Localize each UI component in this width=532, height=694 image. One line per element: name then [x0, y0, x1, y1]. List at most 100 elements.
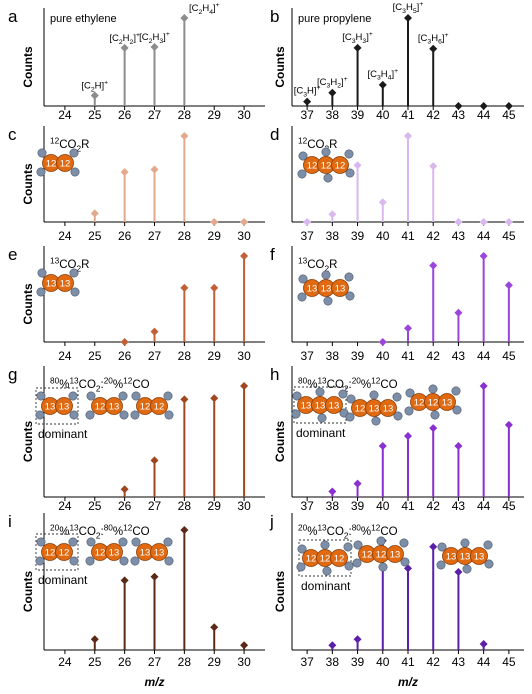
carbon-atom	[470, 547, 488, 565]
fragment-label: [C2H2]+	[109, 32, 140, 46]
hydrogen-atom	[69, 148, 79, 158]
y-axis-label: Counts	[21, 421, 35, 463]
x-tick-label: 26	[118, 655, 132, 669]
carbon-isotope-label: 12	[95, 548, 106, 559]
fragment-label: [C3H6]+	[418, 32, 449, 46]
marker-37	[303, 97, 312, 106]
x-tick-label: 25	[88, 655, 102, 669]
x-tick-label: 28	[178, 655, 192, 669]
molecule-j-2: 13 13 13	[436, 538, 494, 574]
hydrogen-atom	[353, 540, 363, 550]
carbon-isotope-label: 13	[329, 401, 340, 412]
carbon-isotope-label: 13	[335, 284, 346, 295]
panel-b: b Counts 37 38 39 40 41 42 43 44 45 pure propylene […	[270, 1, 524, 122]
dominant-label: dominant	[38, 573, 88, 587]
hydrogen-atom	[68, 391, 78, 401]
marker-38	[328, 487, 337, 496]
marker-29	[210, 218, 219, 226]
marker-44	[479, 640, 488, 648]
x-tick-label: 42	[427, 349, 441, 363]
y-axis-label: Counts	[273, 571, 287, 613]
carbon-atom	[105, 543, 123, 561]
y-axis-label: Counts	[21, 283, 35, 325]
panel-title: 12CO2R	[50, 136, 89, 153]
x-tick-label: 44	[477, 349, 491, 363]
x-tick-label: 41	[401, 655, 415, 669]
marker-44	[479, 252, 488, 260]
hydrogen-atom	[298, 274, 308, 284]
x-tick-label: 38	[326, 499, 340, 513]
panel-h: h Counts 37 38 39 40 41 42 43 44 45 80%13CO2:20%12C…	[270, 365, 524, 513]
x-tick-label: 30	[237, 108, 251, 122]
carbon-isotope-label: 12	[362, 550, 373, 561]
panel-title: pure ethylene	[50, 13, 117, 25]
hydrogen-atom	[404, 406, 414, 416]
x-tick-label: 38	[326, 655, 340, 669]
hydrogen-atom	[323, 296, 333, 306]
marker-28	[180, 14, 189, 22]
carbon-isotope-label: 13	[60, 279, 71, 290]
carbon-isotope-label: 12	[376, 550, 387, 561]
hydrogen-atom	[315, 387, 325, 397]
panel-title: pure propylene	[298, 13, 371, 25]
x-tick-label: 41	[401, 229, 415, 243]
molecule-e-0: 13 13	[36, 268, 80, 297]
marker-27	[150, 327, 159, 336]
hydrogen-atom	[460, 538, 470, 548]
carbon-isotope-label: 12	[335, 161, 346, 172]
molecule-i-0: 12 12	[35, 537, 79, 566]
marker-40	[378, 198, 387, 207]
hydrogen-atom	[130, 410, 140, 420]
molecule-i-1: 12 13	[85, 537, 129, 566]
x-tick-label: 37	[300, 108, 314, 122]
marker-45	[504, 102, 513, 110]
hydrogen-atom	[344, 272, 354, 282]
hydrogen-atom	[322, 566, 332, 576]
x-tick-label: 24	[58, 349, 72, 363]
carbon-atom	[55, 397, 73, 415]
x-tick-label: 37	[300, 499, 314, 513]
dominant-box	[35, 387, 79, 425]
panel-j: j Counts 37 38 39 40 41 42 43 44 45 20%13CO2:80%12C…	[269, 512, 524, 689]
hydrogen-atom	[437, 542, 447, 552]
marker-37	[303, 218, 312, 226]
carbon-atom	[150, 397, 168, 415]
x-tick-label: 30	[237, 349, 251, 363]
x-tick-label: 26	[118, 499, 132, 513]
carbon-isotope-label: 12	[321, 161, 332, 172]
molecule-g-0: 13 13	[35, 391, 79, 420]
marker-43	[454, 102, 463, 110]
x-tick-label: 25	[88, 499, 102, 513]
panel-title: 80%13CO2:20%12CO	[298, 376, 398, 393]
panel-label: c	[8, 125, 17, 144]
marker-40	[378, 80, 387, 89]
carbon-isotope-label: 12	[46, 159, 57, 170]
carbon-isotope-label: 13	[474, 552, 485, 563]
x-tick-label: 37	[300, 229, 314, 243]
fragment-label: [C3H2]+	[317, 76, 348, 90]
hydrogen-atom	[118, 391, 128, 401]
x-tick-label: 39	[351, 108, 365, 122]
marker-41	[404, 132, 412, 140]
x-tick-label: 28	[178, 108, 192, 122]
carbon-isotope-label: 12	[59, 548, 70, 559]
marker-42	[429, 542, 438, 551]
marker-43	[454, 218, 463, 226]
fragment-label: [C3H5]+	[393, 1, 424, 15]
marker-27	[150, 43, 159, 52]
carbon-atom	[56, 154, 74, 172]
hydrogen-atom	[483, 540, 493, 550]
marker-40	[378, 338, 387, 346]
hydrogen-atom	[119, 410, 129, 420]
molecule-h-0: 13 13 13	[291, 387, 349, 423]
marker-30	[240, 382, 249, 390]
hydrogen-atom	[345, 412, 355, 422]
x-tick-label: 24	[58, 229, 72, 243]
carbon-isotope-label: 13	[46, 279, 57, 290]
marker-43	[454, 568, 463, 576]
x-tick-label: 39	[351, 349, 365, 363]
hydrogen-atom	[338, 389, 348, 399]
x-tick-label: 39	[351, 655, 365, 669]
marker-42	[429, 424, 438, 433]
